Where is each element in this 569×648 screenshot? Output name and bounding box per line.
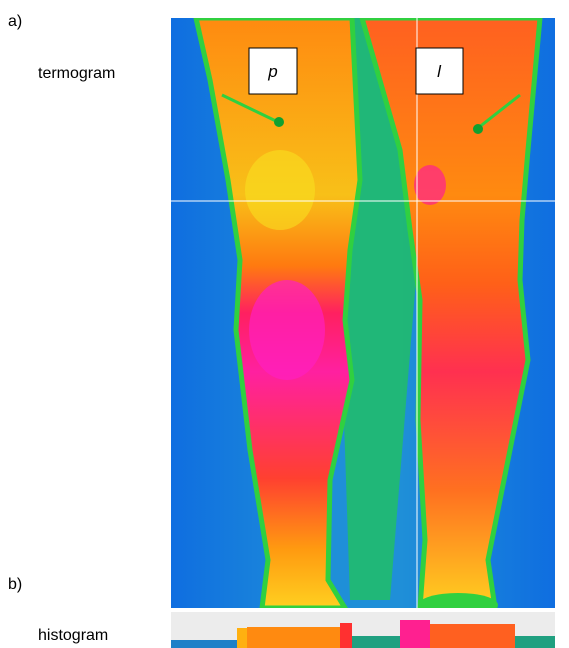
histogram-band [340, 623, 352, 648]
panel-label: b) [8, 576, 22, 593]
thermogram [171, 18, 555, 617]
histogram-band [247, 627, 347, 648]
marker: p [267, 62, 277, 81]
hotspot [249, 280, 325, 380]
histogram [171, 612, 555, 648]
sensor [274, 117, 284, 127]
caption: histogram [38, 627, 108, 644]
knee [245, 150, 315, 230]
histogram-band [430, 624, 515, 648]
histogram-band [515, 636, 555, 648]
sensor [473, 124, 483, 134]
hotspot [414, 165, 446, 205]
figure: a) termogram b) histogram p l [0, 0, 569, 648]
histogram-band [352, 636, 400, 648]
histogram-band [400, 620, 430, 648]
histogram-band [237, 628, 247, 648]
panel-label: a) [8, 13, 22, 30]
caption: termogram [38, 65, 115, 82]
